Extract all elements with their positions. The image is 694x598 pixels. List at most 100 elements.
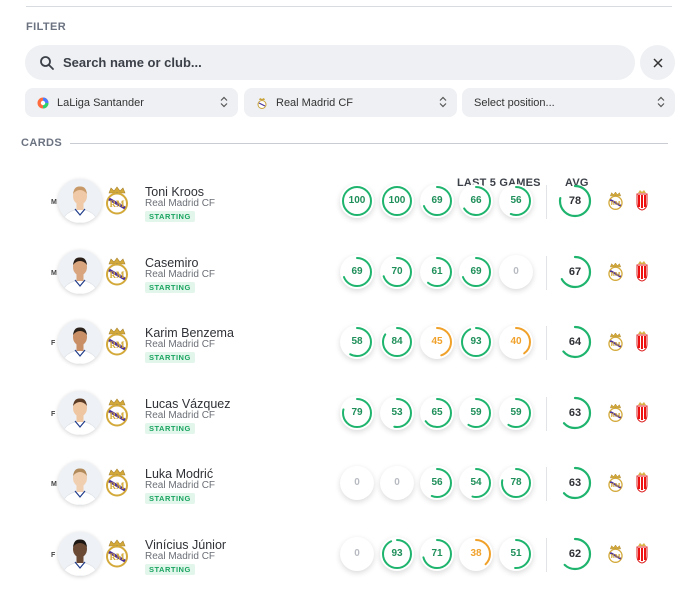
- game-score[interactable]: 84: [380, 325, 414, 359]
- game-score-value: 58: [351, 336, 363, 347]
- game-score[interactable]: 0: [340, 466, 374, 500]
- game-score[interactable]: 61: [420, 255, 454, 289]
- real-madrid-crest-icon: RM: [607, 543, 624, 564]
- game-score[interactable]: 71: [420, 537, 454, 571]
- game-score[interactable]: 78: [499, 466, 533, 500]
- game-score-value: 78: [510, 477, 522, 488]
- game-score[interactable]: 56: [420, 466, 454, 500]
- player-club: Real Madrid CF: [145, 198, 216, 209]
- league-select[interactable]: LaLiga Santander: [25, 88, 238, 117]
- player-name: Lucas Vázquez: [145, 397, 231, 411]
- score-divider: [546, 397, 547, 431]
- clear-search-button[interactable]: [640, 45, 675, 80]
- svg-text:RM: RM: [611, 554, 621, 560]
- game-score[interactable]: 58: [340, 325, 374, 359]
- game-score[interactable]: 69: [459, 255, 493, 289]
- player-club: Real Madrid CF: [145, 410, 216, 421]
- player-name: Casemiro: [145, 256, 199, 270]
- average-score: 78: [558, 182, 592, 220]
- score-divider: [546, 256, 547, 290]
- game-score[interactable]: 100: [340, 184, 374, 218]
- position-select[interactable]: Select position...: [462, 88, 675, 117]
- average-score: 63: [558, 464, 592, 502]
- game-score[interactable]: 69: [340, 255, 374, 289]
- player-card[interactable]: F RM Vinícius Júnior Real Madrid CF STARTING…: [0, 525, 694, 595]
- game-score-value: 0: [354, 477, 360, 488]
- cards-divider: [70, 143, 668, 144]
- game-score-value: 93: [391, 548, 403, 559]
- search-input[interactable]: [63, 55, 603, 70]
- club-crest-icon: RM: [104, 538, 130, 568]
- game-score[interactable]: 93: [459, 325, 493, 359]
- player-club: Real Madrid CF: [145, 480, 216, 491]
- player-avatar: [58, 391, 102, 435]
- game-score[interactable]: 0: [340, 537, 374, 571]
- game-score[interactable]: 45: [420, 325, 454, 359]
- average-score: 67: [558, 253, 592, 291]
- game-score[interactable]: 40: [499, 325, 533, 359]
- game-score-value: 100: [388, 195, 406, 206]
- svg-text:RM: RM: [611, 342, 621, 348]
- game-score[interactable]: 59: [499, 396, 533, 430]
- real-madrid-crest-icon: RM: [607, 402, 624, 423]
- game-score-value: 40: [510, 336, 522, 347]
- game-score-value: 79: [351, 407, 363, 418]
- player-position: M: [51, 199, 57, 206]
- svg-text:RM: RM: [611, 483, 621, 489]
- game-score-value: 38: [470, 548, 482, 559]
- player-name: Luka Modrić: [145, 467, 214, 481]
- player-card[interactable]: F RM Lucas Vázquez Real Madrid CF STARTING 79…: [0, 384, 694, 454]
- game-score-value: 100: [348, 195, 366, 206]
- player-card[interactable]: M RM Casemiro Real Madrid CF STARTING 69 70 61 6…: [0, 243, 694, 313]
- game-score-value: 56: [510, 195, 522, 206]
- league-select-value: LaLiga Santander: [57, 96, 144, 109]
- granada-crest-icon: [635, 471, 649, 493]
- average-score-value: 62: [568, 548, 582, 560]
- player-card[interactable]: M RM Luka Modrić Real Madrid CF STARTING 0 0 56…: [0, 454, 694, 524]
- game-score[interactable]: 100: [380, 184, 414, 218]
- game-score[interactable]: 59: [459, 396, 493, 430]
- score-divider: [546, 538, 547, 572]
- svg-text:RM: RM: [110, 481, 125, 491]
- club-select[interactable]: Real Madrid CF: [244, 88, 457, 117]
- status-badge: STARTING: [145, 282, 195, 293]
- chevron-up-down-icon: [220, 96, 228, 108]
- search-bar[interactable]: [25, 45, 635, 80]
- player-card[interactable]: M RM Toni Kroos Real Madrid CF STARTING 100 10…: [0, 172, 694, 242]
- game-score[interactable]: 0: [499, 255, 533, 289]
- game-score[interactable]: 65: [420, 396, 454, 430]
- average-score-value: 67: [568, 266, 582, 278]
- game-score[interactable]: 70: [380, 255, 414, 289]
- player-name: Karim Benzema: [145, 326, 234, 340]
- granada-crest-icon: [635, 542, 649, 564]
- game-score[interactable]: 93: [380, 537, 414, 571]
- game-score[interactable]: 0: [380, 466, 414, 500]
- average-score-value: 64: [568, 336, 582, 348]
- real-madrid-crest-icon: [256, 97, 268, 109]
- real-madrid-crest-icon: RM: [607, 331, 624, 352]
- player-position: M: [51, 270, 57, 277]
- game-score[interactable]: 79: [340, 396, 374, 430]
- game-score-value: 0: [513, 266, 519, 277]
- cards-section-label: CARDS: [21, 137, 63, 149]
- game-score[interactable]: 66: [459, 184, 493, 218]
- filter-section-label: FILTER: [26, 21, 67, 33]
- game-score[interactable]: 54: [459, 466, 493, 500]
- game-score[interactable]: 69: [420, 184, 454, 218]
- granada-crest-icon: [635, 401, 649, 423]
- game-score[interactable]: 53: [380, 396, 414, 430]
- game-score-value: 93: [470, 336, 482, 347]
- search-icon: [39, 55, 55, 71]
- average-score: 63: [558, 394, 592, 432]
- game-score-value: 71: [431, 548, 443, 559]
- game-score[interactable]: 56: [499, 184, 533, 218]
- status-badge: STARTING: [145, 493, 195, 504]
- game-score[interactable]: 38: [459, 537, 493, 571]
- player-card[interactable]: F RM Karim Benzema Real Madrid CF STARTING 58…: [0, 313, 694, 383]
- game-score[interactable]: 51: [499, 537, 533, 571]
- granada-crest-icon: [635, 260, 649, 282]
- game-score-value: 0: [394, 477, 400, 488]
- player-avatar: [58, 320, 102, 364]
- game-score-value: 53: [391, 407, 403, 418]
- club-crest-icon: RM: [104, 256, 130, 286]
